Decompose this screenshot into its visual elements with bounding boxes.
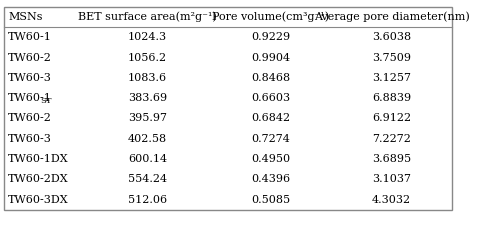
Text: TW60-1DX: TW60-1DX bbox=[8, 154, 68, 164]
Text: 1024.3: 1024.3 bbox=[128, 32, 167, 42]
Text: 3.1037: 3.1037 bbox=[372, 174, 411, 184]
Text: 3.1257: 3.1257 bbox=[372, 73, 411, 83]
Text: TW60-2DX: TW60-2DX bbox=[8, 174, 68, 184]
Text: 3.6895: 3.6895 bbox=[372, 154, 411, 164]
Text: 0.7274: 0.7274 bbox=[251, 134, 290, 144]
Text: 0.9229: 0.9229 bbox=[251, 32, 290, 42]
Text: 1056.2: 1056.2 bbox=[128, 53, 167, 63]
Text: 383.69: 383.69 bbox=[128, 93, 167, 103]
Text: 0.4396: 0.4396 bbox=[251, 174, 290, 184]
Text: TW60-3: TW60-3 bbox=[8, 134, 52, 144]
Text: 0.6603: 0.6603 bbox=[251, 93, 290, 103]
Text: TW60-1: TW60-1 bbox=[8, 32, 52, 42]
Text: 6.9122: 6.9122 bbox=[372, 113, 411, 123]
Text: 0.5085: 0.5085 bbox=[251, 195, 290, 205]
Text: TW60-2: TW60-2 bbox=[8, 113, 52, 123]
Text: 512.06: 512.06 bbox=[128, 195, 167, 205]
Text: 3.6038: 3.6038 bbox=[372, 32, 411, 42]
Text: 0.6842: 0.6842 bbox=[251, 113, 290, 123]
Text: Pore volume(cm³g⁻¹): Pore volume(cm³g⁻¹) bbox=[212, 12, 330, 22]
Text: MSNs: MSNs bbox=[8, 12, 43, 22]
Text: 6.8839: 6.8839 bbox=[372, 93, 411, 103]
Text: 7.2272: 7.2272 bbox=[372, 134, 411, 144]
Text: 0.8468: 0.8468 bbox=[251, 73, 290, 83]
Text: ST: ST bbox=[41, 97, 52, 105]
Text: 0.4950: 0.4950 bbox=[251, 154, 290, 164]
Text: TW60-2: TW60-2 bbox=[8, 53, 52, 63]
Text: 395.97: 395.97 bbox=[128, 113, 167, 123]
Text: 0.9904: 0.9904 bbox=[251, 53, 290, 63]
Text: 4.3032: 4.3032 bbox=[372, 195, 411, 205]
Text: TW60-1: TW60-1 bbox=[8, 93, 52, 103]
Text: TW60-3DX: TW60-3DX bbox=[8, 195, 68, 205]
Text: 554.24: 554.24 bbox=[128, 174, 167, 184]
Text: 3.7509: 3.7509 bbox=[372, 53, 411, 63]
Text: BET surface area(m²g⁻¹): BET surface area(m²g⁻¹) bbox=[78, 12, 217, 22]
Text: 1083.6: 1083.6 bbox=[128, 73, 167, 83]
Text: 600.14: 600.14 bbox=[128, 154, 167, 164]
Text: 402.58: 402.58 bbox=[128, 134, 167, 144]
Text: Average pore diameter(nm): Average pore diameter(nm) bbox=[314, 12, 469, 22]
Text: TW60-3: TW60-3 bbox=[8, 73, 52, 83]
